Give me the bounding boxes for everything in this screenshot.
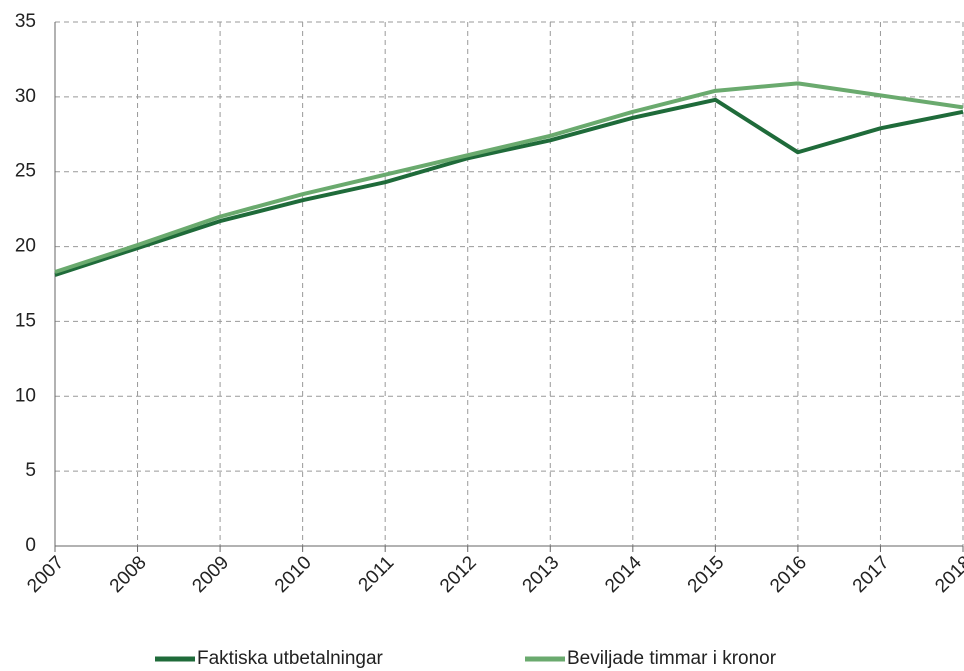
legend-label: Faktiska utbetalningar xyxy=(197,648,384,669)
x-tick-label: 2015 xyxy=(684,552,729,597)
y-tick-label: 35 xyxy=(15,11,36,32)
y-tick-label: 25 xyxy=(15,161,36,182)
x-tick-label: 2010 xyxy=(271,552,316,597)
x-tick-label: 2008 xyxy=(106,552,151,597)
y-tick-label: 20 xyxy=(15,236,36,257)
legend-label: Beviljade timmar i kronor xyxy=(567,648,777,669)
x-tick-label: 2017 xyxy=(849,552,894,597)
y-tick-label: 5 xyxy=(25,460,36,481)
y-tick-label: 0 xyxy=(25,535,36,556)
y-tick-label: 30 xyxy=(15,86,36,107)
x-tick-label: 2007 xyxy=(23,552,68,597)
x-tick-label: 2016 xyxy=(766,552,811,597)
x-tick-label: 2012 xyxy=(436,552,481,597)
x-tick-label: 2009 xyxy=(188,552,233,597)
series-line xyxy=(54,81,964,274)
x-tick-label: 2018 xyxy=(931,552,964,597)
series-line xyxy=(54,97,964,277)
y-tick-label: 10 xyxy=(15,385,36,406)
x-tick-label: 2011 xyxy=(355,552,399,596)
y-tick-label: 15 xyxy=(15,310,36,331)
x-tick-label: 2013 xyxy=(519,552,564,597)
x-tick-label: 2014 xyxy=(601,552,646,597)
